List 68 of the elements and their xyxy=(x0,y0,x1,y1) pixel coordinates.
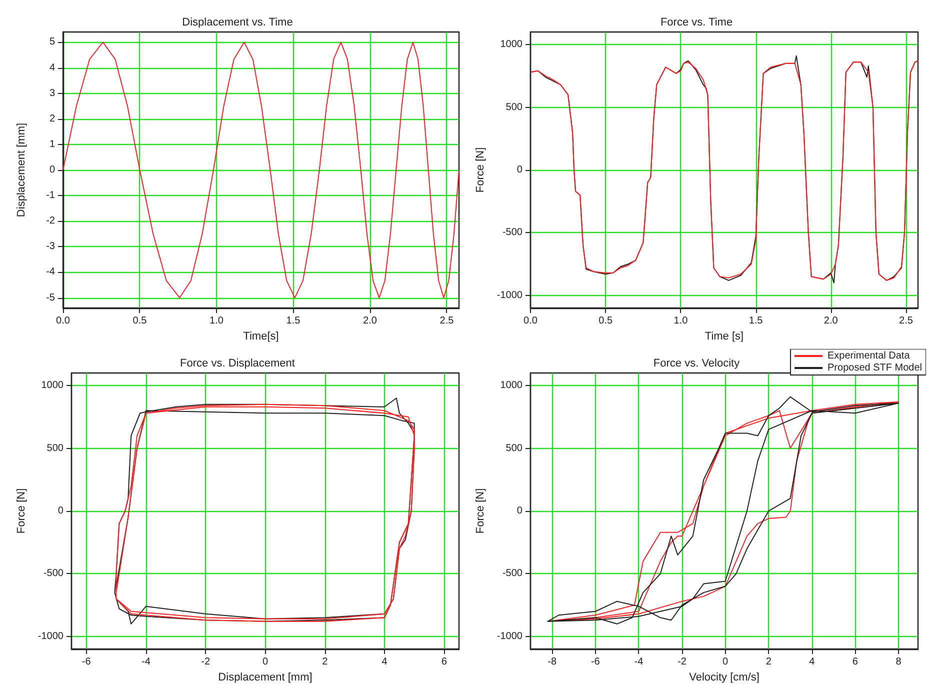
y-tick-label: 3 xyxy=(49,88,56,99)
x-tick-label: 2 xyxy=(322,656,328,667)
x-tick-label: 2 xyxy=(766,656,772,667)
x-axis-title: Velocity [cm/s] xyxy=(689,670,760,683)
x-tick-label: 0.0 xyxy=(56,316,70,326)
x-axis-title: Displacement [mm] xyxy=(218,670,312,683)
y-tick-label: -500 xyxy=(502,568,523,579)
x-tick-label: -8 xyxy=(548,656,557,667)
x-tick-label: 1.0 xyxy=(674,316,688,326)
x-tick-label: -4 xyxy=(634,656,644,667)
x-tick-label: 0 xyxy=(722,656,729,667)
x-tick-label: 1.5 xyxy=(286,316,301,326)
y-axis-title: Displacement [mm] xyxy=(16,122,28,218)
x-tick-label: 0.5 xyxy=(598,316,613,326)
chart-title: Displacement vs. Time xyxy=(182,16,293,28)
y-tick-label: -1 xyxy=(46,190,56,202)
y-tick-label: 2 xyxy=(49,113,56,124)
x-tick-label: -6 xyxy=(590,656,600,667)
y-axis-title: Force [N] xyxy=(474,488,486,534)
y-tick-label: -2 xyxy=(46,216,56,227)
x-tick-label: 4 xyxy=(382,656,388,667)
y-tick-label: -500 xyxy=(43,568,64,579)
y-tick-label: 0 xyxy=(58,505,64,516)
x-tick-label: 2.0 xyxy=(363,316,378,326)
x-tick-label: -6 xyxy=(82,656,92,667)
y-tick-label: 1000 xyxy=(500,39,523,50)
y-tick-label: 0 xyxy=(516,164,523,176)
y-tick-label: -500 xyxy=(502,227,523,238)
y-axis-title: Force [N] xyxy=(474,147,486,193)
x-tick-label: 0.5 xyxy=(132,316,148,326)
y-axis-title: Force [N] xyxy=(16,488,28,534)
y-tick-label: -1000 xyxy=(496,630,523,642)
x-tick-label: 6 xyxy=(852,656,858,667)
x-tick-label: 4 xyxy=(809,656,816,667)
y-tick-label: 500 xyxy=(506,442,523,454)
y-tick-label: -3 xyxy=(46,241,56,252)
x-tick-label: 0.0 xyxy=(524,316,538,326)
x-tick-label: 2.0 xyxy=(824,316,838,326)
legend-label: Experimental Data xyxy=(828,350,910,361)
x-tick-label: 2.5 xyxy=(899,316,914,326)
y-tick-label: 0 xyxy=(49,164,56,176)
x-tick-label: 1.0 xyxy=(210,316,224,326)
y-tick-label: 5 xyxy=(49,36,56,48)
y-tick-label: -1000 xyxy=(38,630,64,642)
x-axis-title: Time [s] xyxy=(704,330,744,342)
x-tick-label: 6 xyxy=(441,656,448,667)
chart-title: Force vs. Displacement xyxy=(180,357,295,369)
x-tick-label: 8 xyxy=(896,656,902,667)
x-tick-label: -2 xyxy=(201,656,210,667)
y-tick-label: 500 xyxy=(506,102,523,113)
y-tick-label: 0 xyxy=(516,505,523,516)
y-tick-label: 500 xyxy=(46,442,64,454)
chart-title: Force vs. Time xyxy=(660,16,733,28)
x-tick-label: -4 xyxy=(142,656,151,667)
y-tick-label: 4 xyxy=(49,62,56,74)
y-tick-label: -4 xyxy=(46,266,56,278)
x-tick-label: 1.5 xyxy=(748,316,764,326)
x-tick-label: -2 xyxy=(678,656,687,667)
y-tick-label: -5 xyxy=(46,292,56,304)
y-tick-label: -1000 xyxy=(496,290,523,301)
x-axis-title: Time[s] xyxy=(243,330,279,342)
legend-label: Proposed STF Model xyxy=(828,362,922,373)
y-tick-label: 1000 xyxy=(500,380,523,391)
y-tick-label: 1000 xyxy=(41,380,64,391)
chart-title: Force vs. Velocity xyxy=(653,357,740,369)
y-tick-label: 1 xyxy=(49,138,56,150)
x-tick-label: 2.5 xyxy=(440,316,454,326)
x-tick-label: 0 xyxy=(262,656,268,667)
